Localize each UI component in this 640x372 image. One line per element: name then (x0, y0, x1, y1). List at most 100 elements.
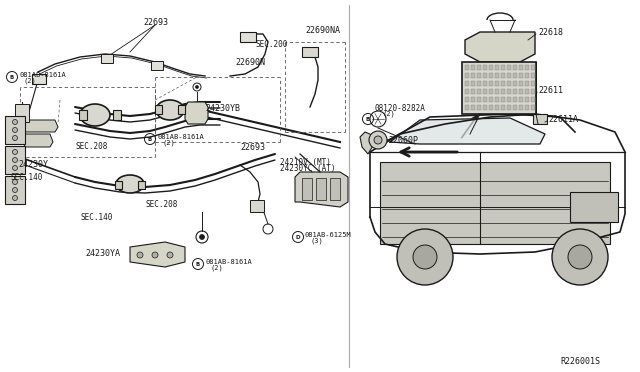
Circle shape (552, 229, 608, 285)
Text: 081AB-8161A: 081AB-8161A (157, 134, 204, 140)
Text: 081AB-8161A: 081AB-8161A (19, 72, 66, 78)
Bar (519, 81, 523, 86)
Polygon shape (130, 242, 185, 267)
Text: D: D (296, 234, 300, 240)
Text: (2): (2) (163, 140, 176, 146)
Text: SEC.208: SEC.208 (75, 141, 108, 151)
Ellipse shape (80, 104, 110, 126)
Bar (531, 105, 535, 110)
Bar (79, 110, 87, 120)
Bar (507, 73, 511, 78)
Bar (316, 178, 326, 200)
Circle shape (13, 180, 17, 185)
Bar (531, 73, 535, 78)
Text: SEC.208: SEC.208 (145, 199, 177, 208)
Circle shape (152, 252, 158, 258)
Circle shape (137, 252, 143, 258)
Bar (483, 89, 487, 94)
Bar (101, 54, 113, 63)
Ellipse shape (156, 100, 184, 120)
Text: SEC.200: SEC.200 (255, 39, 287, 48)
Circle shape (167, 252, 173, 258)
Bar (495, 73, 499, 78)
Bar (113, 110, 121, 120)
Bar (489, 73, 493, 78)
Bar (495, 89, 499, 94)
Bar (507, 65, 511, 70)
Polygon shape (17, 120, 58, 132)
Polygon shape (390, 118, 545, 144)
Bar (513, 105, 517, 110)
Bar (380, 162, 610, 244)
Bar (525, 105, 529, 110)
Bar (465, 105, 469, 110)
Bar (483, 81, 487, 86)
Bar (525, 73, 529, 78)
Bar (477, 105, 481, 110)
Bar (477, 97, 481, 102)
FancyBboxPatch shape (462, 62, 536, 114)
Bar (477, 73, 481, 78)
Bar (483, 97, 487, 102)
Bar (5, 146, 25, 174)
Bar (495, 105, 499, 110)
Text: 24230YA: 24230YA (85, 250, 120, 259)
Bar (483, 65, 487, 70)
Bar (32, 74, 46, 84)
Bar (507, 105, 511, 110)
Bar (570, 192, 618, 222)
Bar (489, 81, 493, 86)
Circle shape (13, 150, 17, 154)
Bar (489, 65, 493, 70)
Bar (15, 104, 29, 122)
Text: B: B (10, 74, 14, 80)
Bar (483, 105, 487, 110)
Circle shape (13, 166, 17, 170)
Bar (5, 116, 25, 144)
Text: 22060P: 22060P (388, 135, 418, 144)
Circle shape (13, 196, 17, 201)
Bar (531, 65, 535, 70)
Text: 24210V (MT): 24210V (MT) (280, 157, 331, 167)
Circle shape (13, 157, 17, 163)
Circle shape (13, 128, 17, 132)
Bar (302, 178, 312, 200)
Circle shape (195, 86, 198, 89)
Text: B: B (366, 116, 370, 122)
Bar (471, 105, 475, 110)
Text: 24230YB: 24230YB (205, 103, 240, 112)
Polygon shape (22, 134, 53, 147)
Bar (513, 65, 517, 70)
Text: SEC.140: SEC.140 (80, 212, 113, 221)
Text: 22693: 22693 (240, 142, 265, 151)
Bar (501, 97, 505, 102)
Bar (513, 73, 517, 78)
Bar (302, 47, 318, 57)
Bar (465, 97, 469, 102)
Bar (151, 61, 163, 70)
Bar (531, 89, 535, 94)
Circle shape (13, 119, 17, 125)
Text: 22611: 22611 (538, 86, 563, 94)
Circle shape (13, 187, 17, 192)
Bar (5, 176, 25, 204)
Bar (519, 105, 523, 110)
Bar (483, 73, 487, 78)
Polygon shape (295, 172, 348, 207)
Text: (2): (2) (383, 111, 396, 117)
Bar (501, 73, 505, 78)
Bar (507, 81, 511, 86)
Bar (519, 89, 523, 94)
Text: 22693: 22693 (143, 17, 168, 26)
Text: B: B (196, 262, 200, 266)
Bar (471, 65, 475, 70)
Text: 081AB-8161A: 081AB-8161A (205, 259, 252, 265)
Bar (489, 89, 493, 94)
Bar (178, 105, 185, 114)
Bar (495, 65, 499, 70)
Text: (2): (2) (211, 265, 224, 271)
Text: 24230Y: 24230Y (18, 160, 48, 169)
Bar (525, 81, 529, 86)
Circle shape (397, 229, 453, 285)
Circle shape (200, 234, 205, 240)
